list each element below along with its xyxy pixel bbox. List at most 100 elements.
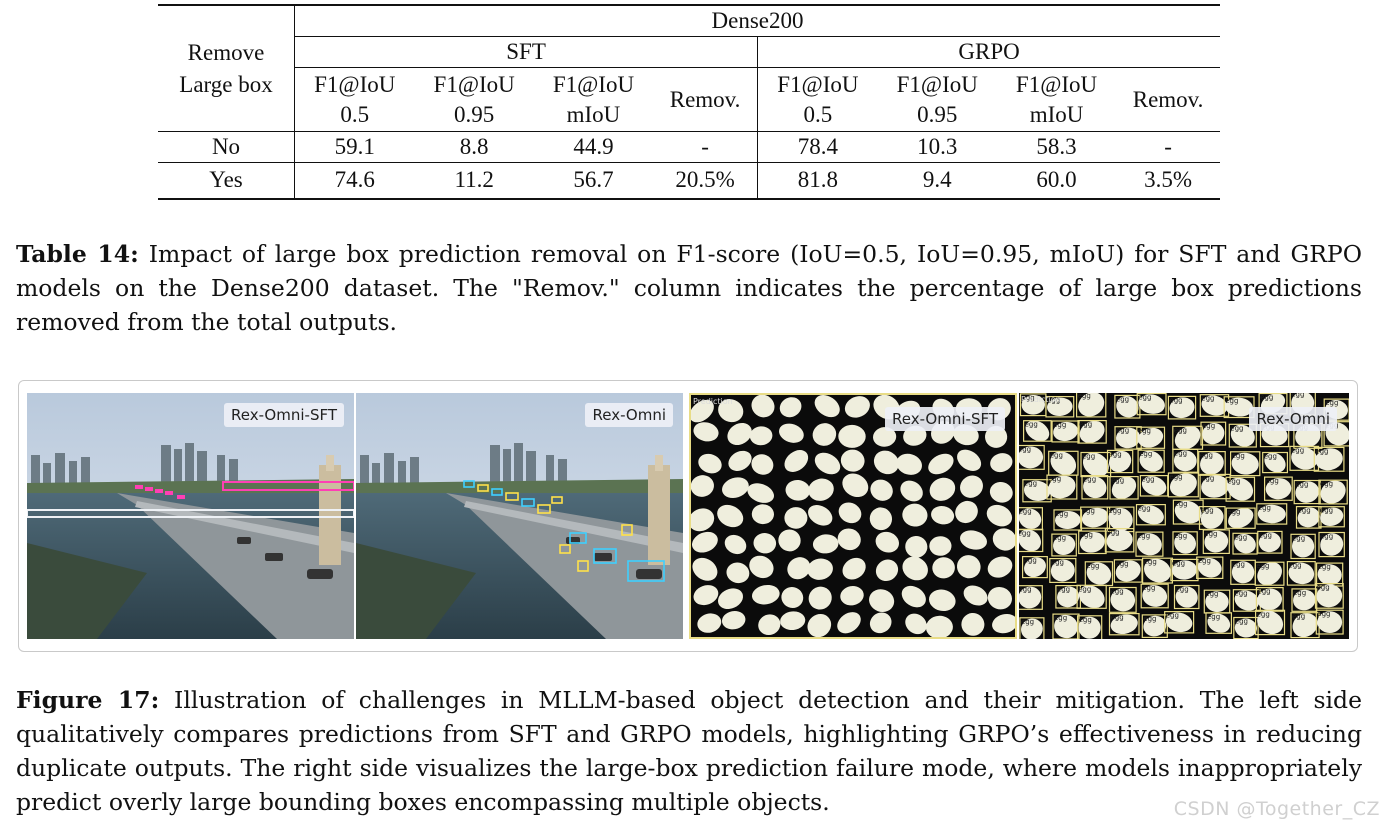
egg-bbox-label: egg xyxy=(1204,530,1217,538)
egg-bbox xyxy=(1140,583,1169,609)
egg-bbox-label: egg xyxy=(1169,396,1182,404)
egg xyxy=(1230,424,1255,447)
egg-bbox xyxy=(1172,531,1198,556)
egg-bbox xyxy=(1076,584,1107,609)
egg-bbox xyxy=(1136,426,1166,449)
egg-bbox xyxy=(1255,609,1286,636)
egg xyxy=(722,477,749,499)
egg xyxy=(838,424,866,448)
egg-bbox-label: egg xyxy=(1080,531,1093,539)
egg-bbox-label: egg xyxy=(1259,531,1272,539)
egg xyxy=(869,507,893,531)
egg xyxy=(1200,452,1224,475)
egg xyxy=(1197,557,1222,578)
model-label: Rex-Omni-SFT xyxy=(885,407,1005,431)
egg-bbox xyxy=(1046,474,1078,500)
egg xyxy=(986,504,1013,527)
egg-bbox-label: egg xyxy=(1143,615,1156,623)
egg xyxy=(717,504,744,528)
egg-bbox xyxy=(1076,615,1103,639)
egg-bbox-label: egg xyxy=(1174,500,1187,508)
egg xyxy=(1174,500,1202,524)
egg xyxy=(1108,450,1132,473)
egg xyxy=(1169,473,1197,497)
egg-bbox-label: egg xyxy=(1205,590,1218,598)
egg-bbox-label: egg xyxy=(1230,424,1243,432)
egg-bbox-label: egg xyxy=(1078,585,1091,593)
bbox-cyan xyxy=(569,532,587,544)
egg xyxy=(1078,616,1101,639)
egg xyxy=(781,587,804,608)
egg xyxy=(931,505,955,525)
egg-bbox-label: egg xyxy=(1111,614,1124,622)
egg xyxy=(1257,504,1286,524)
egg-bbox-label: egg xyxy=(1260,394,1273,402)
egg-bbox-label: egg xyxy=(1235,618,1248,626)
bbox-large xyxy=(27,509,354,518)
egg-bbox-label: egg xyxy=(1086,562,1099,570)
egg-bbox-label: egg xyxy=(1257,610,1270,618)
bridge-sft-panel: Rex-Omni-SFT xyxy=(27,393,354,639)
egg-bbox xyxy=(1290,533,1316,560)
egg-bbox-label: egg xyxy=(1320,507,1333,515)
bridge-sft-image xyxy=(27,393,354,639)
egg xyxy=(1142,585,1168,607)
egg xyxy=(1139,450,1163,472)
table-cell: 56.7 xyxy=(533,162,654,200)
col-header-line1: F1@IoU xyxy=(1015,71,1098,97)
egg xyxy=(1234,618,1257,638)
col-header-line2: 0.95 xyxy=(454,101,495,127)
egg xyxy=(808,505,833,526)
egg xyxy=(1021,394,1045,415)
egg-bbox xyxy=(1315,609,1344,635)
egg-bbox xyxy=(1108,586,1137,613)
egg xyxy=(1108,507,1133,531)
egg xyxy=(1116,395,1139,418)
egg-bbox-label: egg xyxy=(1200,452,1213,460)
egg xyxy=(1291,447,1318,470)
egg-bbox-label: egg xyxy=(1047,397,1060,405)
egg-bbox-label: egg xyxy=(1291,446,1304,454)
egg xyxy=(1019,529,1041,552)
group-header-grpo: GRPO xyxy=(757,36,1220,68)
egg xyxy=(1288,562,1315,585)
egg xyxy=(1292,613,1318,638)
bbox-cyan xyxy=(593,548,617,564)
egg-bbox-label: egg xyxy=(1315,447,1328,455)
egg xyxy=(1141,476,1167,496)
egg xyxy=(932,557,955,579)
egg-bbox xyxy=(1232,532,1258,555)
egg-bbox xyxy=(1139,474,1169,497)
egg xyxy=(814,452,841,475)
egg xyxy=(963,585,988,606)
egg-bbox-label: egg xyxy=(1051,559,1064,567)
egg-bbox-label: egg xyxy=(1201,507,1214,515)
bbox-cyan xyxy=(463,480,475,488)
watermark: CSDN @Together_CZ xyxy=(1173,798,1380,820)
egg xyxy=(1115,560,1141,582)
egg-bbox-label: egg xyxy=(1198,557,1211,565)
col-header-line1: F1@IoU xyxy=(314,71,396,97)
egg-bbox xyxy=(1075,393,1107,418)
egg xyxy=(1228,508,1254,529)
table-cell: 11.2 xyxy=(414,162,534,200)
egg-bbox xyxy=(1019,528,1044,553)
egg-bbox-label: egg xyxy=(1078,393,1091,400)
figure-frame: Rex-Omni-SFT xyxy=(18,380,1358,652)
egg xyxy=(987,556,1013,578)
egg xyxy=(812,534,839,554)
bbox-yellow xyxy=(551,496,563,504)
egg xyxy=(812,423,837,446)
egg xyxy=(747,483,774,503)
egg xyxy=(961,612,985,636)
egg xyxy=(1019,586,1042,609)
egg xyxy=(837,612,861,634)
egg-bbox xyxy=(1313,446,1345,472)
egg xyxy=(1053,534,1076,556)
group-header-sft: SFT xyxy=(294,36,759,68)
egg-bbox xyxy=(1318,531,1345,558)
egg xyxy=(751,395,775,418)
egg xyxy=(691,508,715,532)
egg-bbox-label: egg xyxy=(1111,588,1124,596)
egg xyxy=(1136,533,1162,556)
